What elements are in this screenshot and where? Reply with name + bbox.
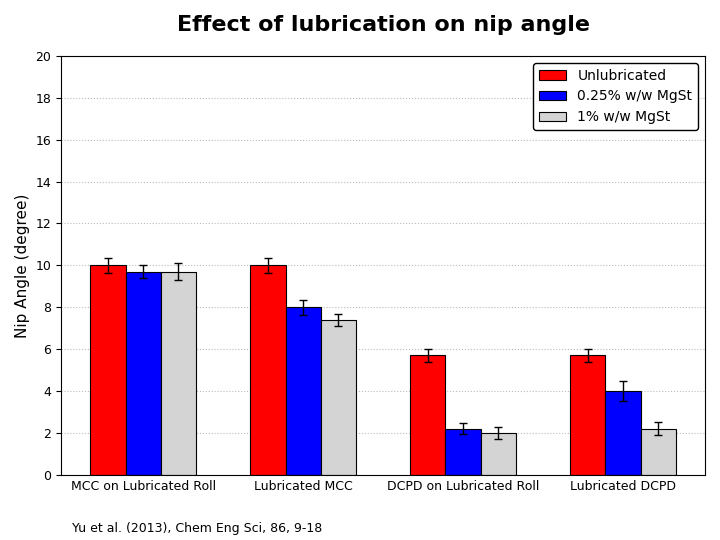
Bar <box>481 433 516 475</box>
Bar <box>446 429 481 475</box>
Bar <box>286 307 320 475</box>
Text: Yu et al. (2013), Chem Eng Sci, 86, 9-18: Yu et al. (2013), Chem Eng Sci, 86, 9-18 <box>72 522 323 535</box>
Bar <box>161 272 196 475</box>
Y-axis label: Nip Angle (degree): Nip Angle (degree) <box>15 193 30 338</box>
Bar <box>91 265 125 475</box>
Title: Effect of lubrication on nip angle: Effect of lubrication on nip angle <box>176 15 590 35</box>
Bar <box>410 355 446 475</box>
Bar <box>641 429 676 475</box>
Bar <box>606 391 641 475</box>
Bar <box>251 265 286 475</box>
Bar <box>125 272 161 475</box>
Bar <box>320 320 356 475</box>
Bar <box>570 355 606 475</box>
Legend: Unlubricated, 0.25% w/w MgSt, 1% w/w MgSt: Unlubricated, 0.25% w/w MgSt, 1% w/w MgS… <box>533 63 698 130</box>
